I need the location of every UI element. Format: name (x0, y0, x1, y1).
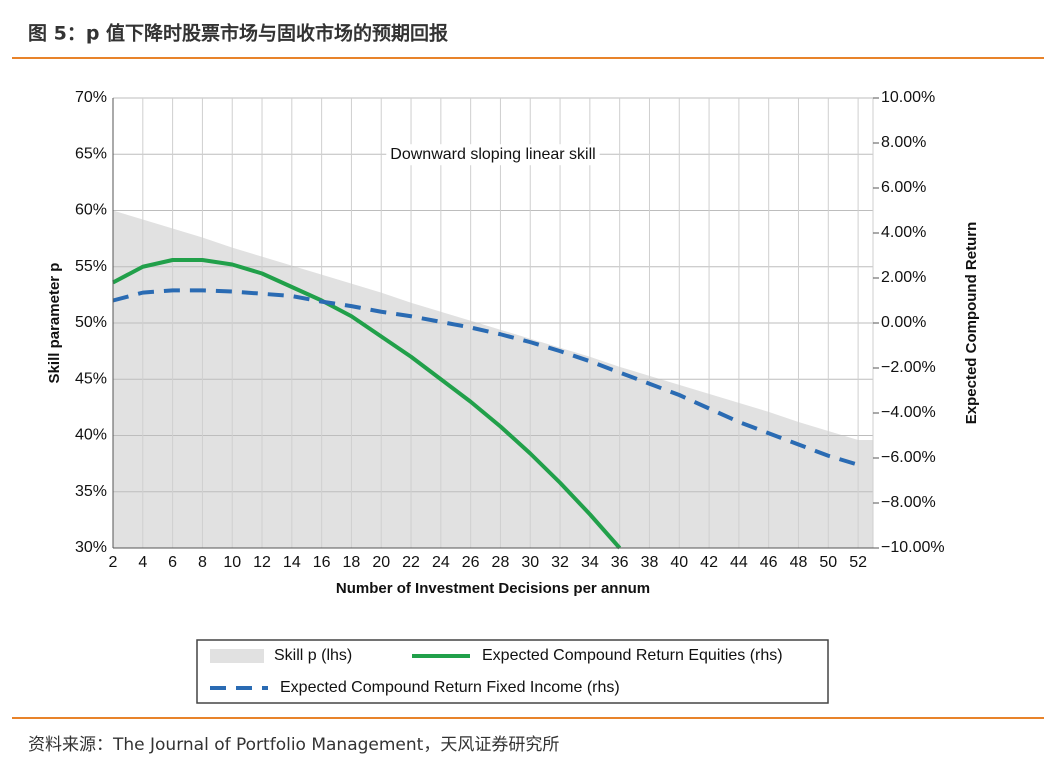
x-tick-label: 40 (670, 554, 688, 571)
page-title: 图 5：p 值下降时股票市场与固收市场的预期回报 (28, 22, 448, 45)
x-tick-label: 50 (819, 554, 837, 571)
legend-label: Skill p (lhs) (274, 647, 352, 664)
x-tick-label: 48 (790, 554, 808, 571)
y-tick-label: 65% (75, 145, 107, 162)
x-tick-label: 52 (849, 554, 867, 571)
y2-tick-label: −8.00% (881, 494, 936, 511)
x-tick-label: 32 (551, 554, 569, 571)
x-tick-label: 42 (700, 554, 718, 571)
series-line (112, 288, 859, 467)
x-tick-label: 14 (283, 554, 301, 571)
x-tick-label: 22 (402, 554, 420, 571)
annotation-bg (386, 144, 600, 166)
x-tick-label: 30 (521, 554, 539, 571)
legend (196, 639, 829, 704)
y2-tick-label: −10.00% (881, 539, 945, 556)
y-tick-label: 55% (75, 258, 107, 275)
y-tick-label: 60% (75, 202, 107, 219)
x-tick-label: 10 (223, 554, 241, 571)
plot (112, 97, 874, 550)
x-tick-label: 34 (581, 554, 599, 571)
y2-tick-label: −2.00% (881, 359, 936, 376)
series-line (112, 258, 622, 550)
y2-axis-label: Expected Compound Return (963, 222, 980, 425)
x-tick-label: 2 (109, 554, 118, 571)
y-tick-label: 40% (75, 427, 107, 444)
legend-label: Expected Compound Return Equities (rhs) (482, 647, 783, 664)
y2-tick-label: 0.00% (881, 314, 926, 331)
y-tick-label: 30% (75, 539, 107, 556)
x-tick-label: 46 (760, 554, 778, 571)
y-tick-label: 35% (75, 483, 107, 500)
y2-tick-label: −6.00% (881, 449, 936, 466)
x-tick-label: 38 (641, 554, 659, 571)
x-tick-label: 28 (492, 554, 510, 571)
x-tick-label: 44 (730, 554, 748, 571)
x-tick-label: 36 (611, 554, 629, 571)
y2-tick-label: 8.00% (881, 134, 926, 151)
y2-tick-label: 6.00% (881, 179, 926, 196)
y2-tick-label: −4.00% (881, 404, 936, 421)
y2-tick-label: 2.00% (881, 269, 926, 286)
x-tick-label: 4 (138, 554, 147, 571)
x-tick-label: 16 (313, 554, 331, 571)
y-tick-label: 45% (75, 370, 107, 387)
x-tick-label: 24 (432, 554, 450, 571)
x-tick-label: 18 (343, 554, 361, 571)
x-tick-label: 20 (372, 554, 390, 571)
legend-label: Expected Compound Return Fixed Income (r… (280, 679, 620, 696)
x-axis-label: Number of Investment Decisions per annum (336, 580, 650, 597)
y-tick-label: 70% (75, 89, 107, 106)
y-axis-label: Skill parameter p (46, 263, 63, 384)
y-tick-label: 50% (75, 314, 107, 331)
x-tick-label: 8 (198, 554, 207, 571)
y2-tick-label: 4.00% (881, 224, 926, 241)
y2-tick-label: 10.00% (881, 89, 935, 106)
legend-swatch (210, 649, 264, 663)
x-tick-label: 26 (462, 554, 480, 571)
x-tick-label: 12 (253, 554, 271, 571)
annotation: Downward sloping linear skill (390, 146, 595, 163)
source: 资料来源：The Journal of Portfolio Management… (28, 735, 559, 755)
x-tick-label: 6 (168, 554, 177, 571)
